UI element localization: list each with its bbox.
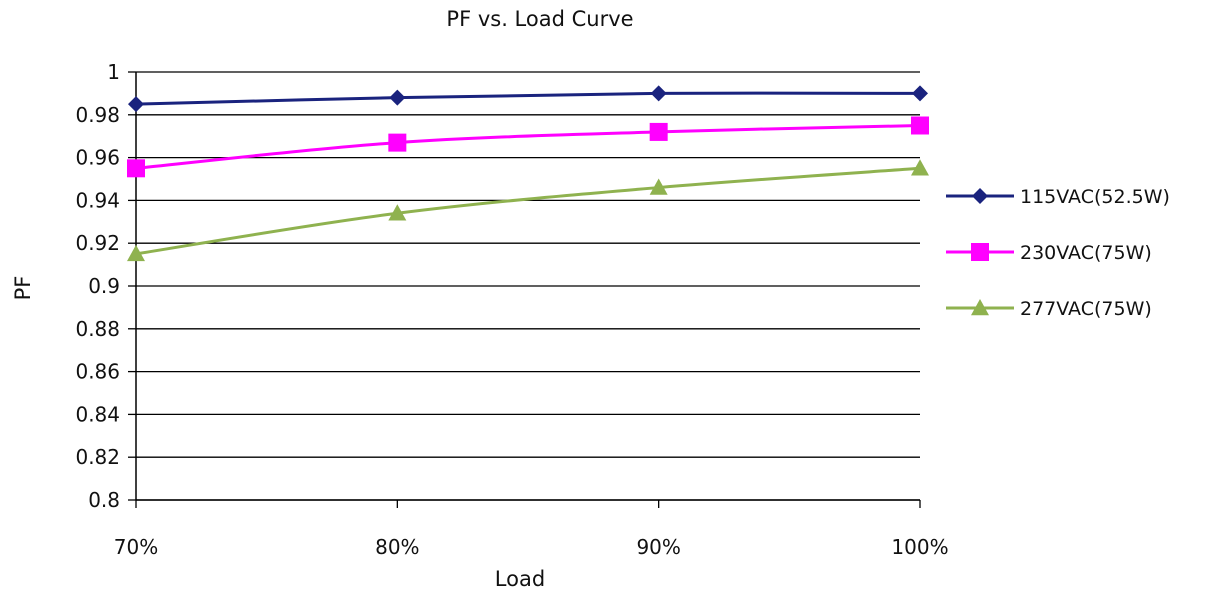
legend: 115VAC(52.5W) 230VAC(75W) 277VAC(75W) [946,186,1170,320]
data-point [388,204,407,221]
series-1 [128,85,928,113]
data-point [971,243,989,261]
x-tick-labels: 70% 80% 90% 100% [114,535,949,559]
series-line [135,124,921,170]
series-group [127,85,929,262]
y-axis-label: PF [11,276,35,301]
x-tick-label: 100% [891,535,948,559]
data-point [971,299,989,316]
series-line [135,166,921,256]
data-point [127,159,145,178]
data-point [912,85,928,102]
data-point [911,159,929,176]
x-tick-label: 80% [375,535,419,559]
y-tick-label: 0.82 [75,445,120,469]
legend-item: 115VAC(52.5W) [946,186,1170,208]
data-point [649,178,668,195]
data-point [128,96,144,113]
legend-item: 277VAC(75W) [946,298,1152,320]
data-point [911,116,929,135]
y-tick-label: 0.86 [75,360,120,384]
y-tick-label: 0.9 [88,274,120,298]
data-point [972,188,988,204]
x-tick-label: 70% [114,535,158,559]
y-tick-label: 0.96 [75,146,120,170]
x-axis-label: Load [495,567,545,591]
chart-title: PF vs. Load Curve [446,7,633,31]
data-point [388,133,407,152]
y-tick-label: 1 [107,60,120,84]
series-2 [127,116,929,178]
series-line [135,91,921,106]
series-3 [127,159,929,262]
legend-label: 115VAC(52.5W) [1020,186,1170,208]
legend-label: 230VAC(75W) [1020,242,1152,264]
axes [128,71,921,508]
data-point [389,89,406,106]
data-point [127,244,145,262]
data-point [649,122,668,141]
data-point [650,85,667,102]
y-tick-labels: 0.8 0.82 0.84 0.86 0.88 0.9 0.92 0.94 0.96 0.98 1 [75,60,120,512]
y-tick-label: 0.92 [75,231,120,255]
legend-label: 277VAC(75W) [1020,298,1152,320]
y-tick-label: 0.8 [88,488,120,512]
y-tick-label: 0.88 [75,317,120,341]
y-tick-label: 0.94 [75,188,120,212]
gridlines [136,71,920,501]
y-tick-label: 0.84 [75,402,120,426]
x-tick-label: 90% [636,535,680,559]
legend-item: 230VAC(75W) [946,242,1152,264]
y-tick-label: 0.98 [75,103,120,127]
